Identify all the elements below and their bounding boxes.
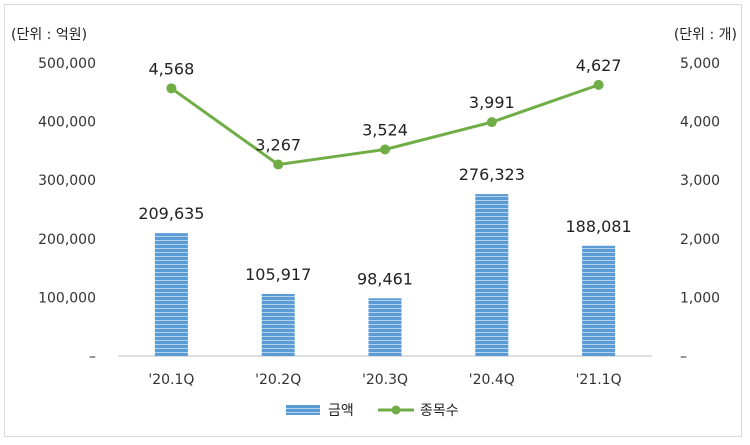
- x-tick-label: '20.3Q: [362, 372, 408, 388]
- x-tick-label: '20.2Q: [255, 372, 301, 388]
- bar-data-label: 105,917: [245, 265, 311, 284]
- bar: [368, 298, 402, 356]
- line-data-label: 3,524: [362, 120, 408, 139]
- left-axis-unit: (단위 : 억원): [11, 27, 87, 43]
- legend-marker-line: [391, 405, 401, 415]
- bar: [154, 233, 188, 356]
- bar-data-label: 209,635: [138, 204, 204, 223]
- line-data-label: 4,627: [576, 56, 622, 75]
- bar-data-label: 276,323: [459, 165, 525, 184]
- x-tick-label: '20.1Q: [148, 372, 194, 388]
- line-point: [273, 159, 284, 170]
- right-tick-label: 2,000: [680, 232, 720, 248]
- bar: [582, 245, 616, 356]
- right-tick-label: 3,000: [680, 173, 720, 189]
- x-axis-categories: '20.1Q '20.2Q '20.3Q '20.4Q '21.1Q: [148, 372, 621, 388]
- right-tick-label: –: [680, 349, 687, 365]
- bar-series: 209,635 105,917 98,461 276,323 188,081: [138, 165, 632, 356]
- legend-swatch-bar: [286, 405, 320, 415]
- legend-label-line: 종목수: [420, 403, 459, 419]
- left-y-axis: – 100,000 200,000 300,000 400,000 500,000: [38, 56, 96, 365]
- left-tick-label: 300,000: [38, 173, 96, 189]
- line-point: [166, 83, 177, 94]
- line-point: [380, 144, 390, 155]
- left-tick-label: 200,000: [38, 232, 96, 248]
- x-tick-label: '21.1Q: [576, 372, 622, 388]
- bar-data-label: 188,081: [566, 217, 632, 236]
- line-data-label: 3,267: [255, 136, 301, 155]
- line-data-label: 3,991: [469, 93, 515, 112]
- chart-frame: [4, 4, 742, 437]
- legend: 금액 종목수: [286, 403, 459, 419]
- bar: [261, 293, 295, 356]
- legend-label-bar: 금액: [328, 403, 354, 419]
- right-tick-label: 4,000: [680, 115, 720, 131]
- line-point: [593, 79, 604, 90]
- bar: [475, 194, 509, 356]
- right-tick-label: 5,000: [680, 56, 720, 72]
- left-tick-label: 500,000: [38, 56, 96, 72]
- line-series: 4,568 3,267 3,524 3,991 4,627: [148, 56, 622, 170]
- left-tick-label: 100,000: [38, 290, 96, 306]
- x-tick-label: '20.4Q: [469, 372, 515, 388]
- line-point: [486, 117, 497, 128]
- left-tick-label: –: [89, 349, 96, 365]
- bar-data-label: 98,461: [357, 269, 413, 288]
- left-tick-label: 400,000: [38, 115, 96, 131]
- right-axis-unit: (단위 : 개): [674, 27, 737, 43]
- right-y-axis: – 1,000 2,000 3,000 4,000 5,000: [680, 56, 720, 365]
- right-tick-label: 1,000: [680, 290, 720, 306]
- line-data-label: 4,568: [148, 59, 194, 78]
